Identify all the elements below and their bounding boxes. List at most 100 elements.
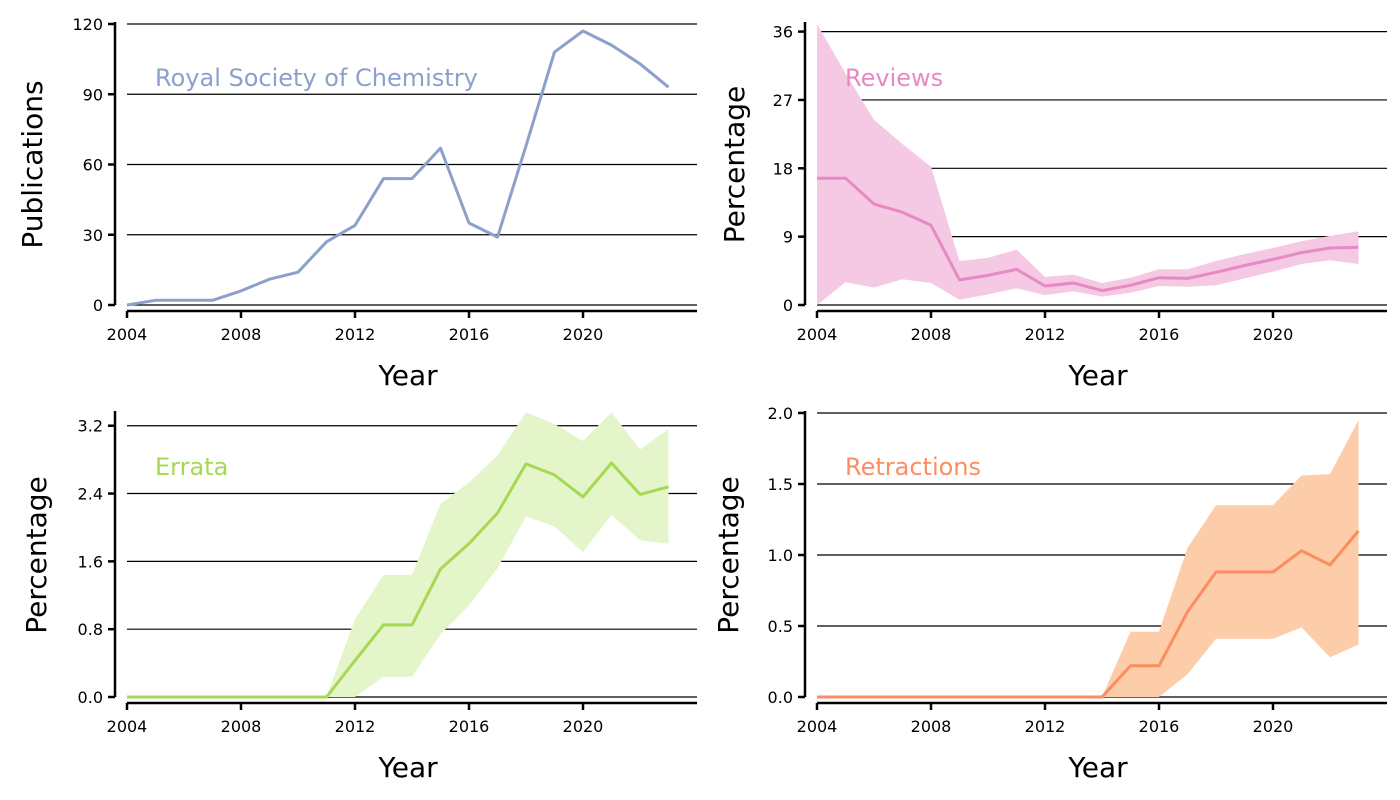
data-point: [1158, 276, 1161, 279]
data-point: [354, 224, 357, 227]
x-tick-label: 2020: [1253, 717, 1294, 736]
y-tick-label: 9: [783, 228, 793, 247]
x-tick-label: 2008: [911, 325, 952, 344]
y-tick-label: 1.0: [768, 546, 793, 565]
x-tick-label: 2004: [797, 325, 838, 344]
x-tick-label: 2008: [221, 325, 262, 344]
panel-title: Royal Society of Chemistry: [155, 64, 478, 92]
data-point: [844, 177, 847, 180]
series-line: [817, 176, 1359, 293]
data-point: [211, 696, 214, 699]
data-point: [297, 696, 300, 699]
y-tick-label: 36: [773, 23, 793, 42]
x-tick-label: 2004: [107, 325, 148, 344]
data-point: [183, 299, 186, 302]
data-point: [1072, 696, 1075, 699]
y-tick-label: 0.0: [768, 688, 793, 707]
y-tick-label: 2.4: [78, 485, 103, 504]
data-point: [582, 30, 585, 33]
y-tick-label: 3.2: [78, 417, 103, 436]
data-point: [1129, 664, 1132, 667]
y-axis-label: Publications: [16, 80, 49, 248]
data-point: [873, 203, 876, 206]
x-tick-label: 2016: [1139, 325, 1180, 344]
data-point: [268, 278, 271, 281]
data-point: [1357, 529, 1360, 532]
data-point: [1243, 264, 1246, 267]
y-tick-label: 60: [83, 156, 103, 175]
panel-title: Reviews: [845, 64, 943, 92]
x-axis-label: Year: [377, 359, 438, 392]
data-point: [553, 51, 556, 54]
panel-title: Retractions: [845, 453, 981, 481]
data-point: [1357, 246, 1360, 249]
data-point: [1158, 664, 1161, 667]
y-tick-label: 30: [83, 226, 103, 245]
x-tick-label: 2020: [563, 717, 604, 736]
data-point: [1300, 549, 1303, 552]
data-point: [126, 304, 129, 307]
data-point: [1015, 696, 1018, 699]
data-point: [411, 177, 414, 180]
x-axis-label: Year: [377, 751, 438, 784]
data-point: [844, 696, 847, 699]
data-point: [1272, 258, 1275, 261]
series-line: [817, 529, 1360, 699]
series-line: [126, 29, 670, 307]
data-point: [1272, 571, 1275, 574]
data-point: [154, 696, 157, 699]
data-point: [958, 278, 961, 281]
data-point: [1101, 696, 1104, 699]
data-point: [154, 299, 157, 302]
y-tick-label: 18: [773, 159, 793, 178]
data-point: [240, 696, 243, 699]
data-point: [1015, 268, 1018, 271]
data-point: [1300, 251, 1303, 254]
data-point: [183, 696, 186, 699]
x-tick-label: 2004: [797, 717, 838, 736]
data-point: [525, 144, 528, 147]
data-point: [930, 224, 933, 227]
data-point: [240, 289, 243, 292]
data-point: [325, 240, 328, 243]
data-point: [126, 696, 129, 699]
data-point: [901, 211, 904, 214]
x-axis-label: Year: [1067, 359, 1128, 392]
data-point: [268, 696, 271, 699]
data-point: [582, 495, 585, 498]
data-point: [382, 177, 385, 180]
data-point: [354, 659, 357, 662]
confidence-band: [817, 420, 1359, 697]
data-point: [1101, 289, 1104, 292]
data-point: [610, 462, 613, 465]
y-tick-label: 120: [72, 15, 103, 34]
data-point: [639, 493, 642, 496]
data-point: [1186, 277, 1189, 280]
data-point: [873, 696, 876, 699]
y-tick-label: 2.0: [768, 404, 793, 423]
chart-panel-1: 0 30 60 90 120 2004 2008 2012 2016 2020 Year Public…: [16, 15, 697, 392]
data-point: [610, 44, 613, 47]
y-tick-label: 0.0: [78, 688, 103, 707]
data-point: [816, 696, 819, 699]
data-point: [987, 274, 990, 277]
x-tick-label: 2016: [449, 325, 490, 344]
x-tick-label: 2012: [335, 325, 376, 344]
y-axis-label: Percentage: [718, 86, 751, 244]
panel-title: Errata: [155, 453, 228, 481]
data-point: [1215, 271, 1218, 274]
y-tick-label: 0: [93, 296, 103, 315]
data-point: [958, 696, 961, 699]
x-tick-label: 2008: [221, 717, 262, 736]
y-tick-label: 0.8: [78, 620, 103, 639]
y-tick-label: 1.5: [768, 475, 793, 494]
data-point: [211, 299, 214, 302]
y-tick-label: 1.6: [78, 552, 103, 571]
data-point: [496, 236, 499, 239]
x-tick-label: 2016: [449, 717, 490, 736]
x-tick-label: 2020: [563, 325, 604, 344]
x-tick-label: 2012: [1025, 717, 1066, 736]
data-point: [1215, 571, 1218, 574]
x-tick-label: 2008: [911, 717, 952, 736]
